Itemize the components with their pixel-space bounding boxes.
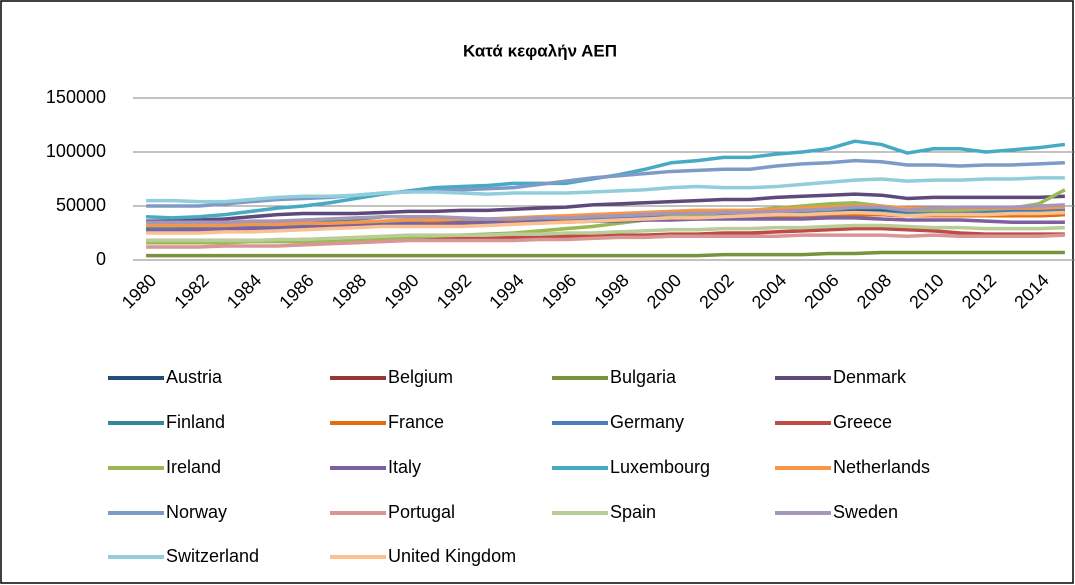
line-series — [146, 192, 1065, 223]
legend-label: Denmark — [833, 367, 907, 387]
line-series — [146, 223, 1065, 243]
legend-label: Norway — [166, 502, 227, 522]
line-series — [146, 158, 1065, 208]
line-series — [146, 233, 1065, 249]
legend-label: Austria — [166, 367, 223, 387]
legend-label: Italy — [388, 457, 421, 477]
line-series — [146, 203, 1065, 224]
line-series — [146, 250, 1065, 258]
legend-label: United Kingdom — [388, 546, 516, 566]
line-series — [146, 176, 1065, 204]
y-tick-label: 150000 — [46, 87, 106, 107]
y-tick-label: 0 — [96, 249, 106, 269]
legend-label: Germany — [610, 412, 684, 432]
legend-label: Luxembourg — [610, 457, 710, 477]
line-series — [146, 204, 1065, 228]
legend-label: Belgium — [388, 367, 453, 387]
y-tick-label: 50000 — [56, 195, 106, 215]
legend-label: Sweden — [833, 502, 898, 522]
legend-label: Greece — [833, 412, 892, 432]
legend-label: France — [388, 412, 444, 432]
legend-label: Spain — [610, 502, 656, 522]
line-series — [146, 210, 1065, 235]
legend-label: Ireland — [166, 457, 221, 477]
legend-label: Switzerland — [166, 546, 259, 566]
y-tick-label: 100000 — [46, 141, 106, 161]
legend-label: Finland — [166, 412, 225, 432]
legend-label: Portugal — [388, 502, 455, 522]
chart-title: Κατά κεφαλήν ΑΕΠ — [463, 41, 617, 60]
legend-label: Bulgaria — [610, 367, 677, 387]
legend-label: Netherlands — [833, 457, 930, 477]
